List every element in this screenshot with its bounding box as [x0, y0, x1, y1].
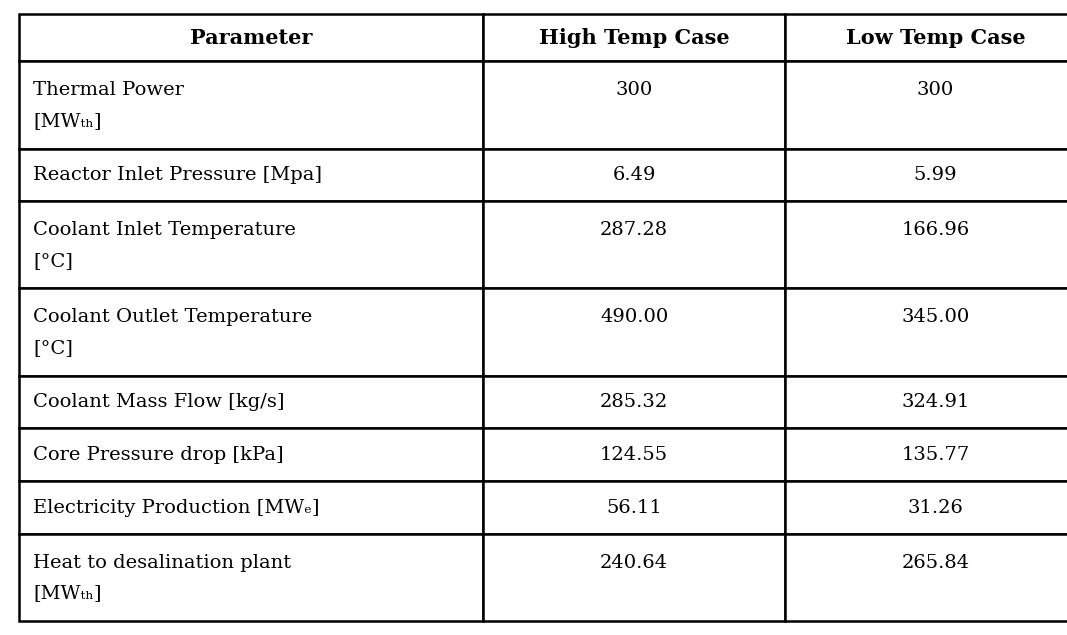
Text: [°C]: [°C]: [33, 338, 73, 357]
Text: 285.32: 285.32: [600, 393, 668, 411]
Bar: [785, 62, 1067, 149]
Bar: [19, 288, 483, 375]
Bar: [483, 288, 785, 375]
Bar: [785, 429, 1067, 481]
Text: 31.26: 31.26: [908, 498, 964, 516]
Text: 56.11: 56.11: [606, 498, 662, 516]
Text: 324.91: 324.91: [902, 393, 970, 411]
Bar: [785, 149, 1067, 201]
Text: 6.49: 6.49: [612, 166, 656, 184]
Bar: [483, 429, 785, 481]
Bar: [483, 534, 785, 621]
Bar: [483, 481, 785, 534]
Text: Thermal Power: Thermal Power: [33, 81, 184, 99]
Bar: [785, 375, 1067, 429]
Bar: [19, 429, 483, 481]
Bar: [19, 534, 483, 621]
Bar: [785, 534, 1067, 621]
Bar: [785, 288, 1067, 375]
Bar: [483, 375, 785, 429]
Text: [MWₜₕ]: [MWₜₕ]: [33, 584, 101, 602]
Bar: [19, 149, 483, 201]
Text: 240.64: 240.64: [600, 554, 668, 572]
Bar: [19, 14, 483, 62]
Text: 345.00: 345.00: [902, 308, 970, 326]
Text: [°C]: [°C]: [33, 251, 73, 270]
Text: 300: 300: [616, 81, 653, 99]
Bar: [19, 481, 483, 534]
Text: Heat to desalination plant: Heat to desalination plant: [33, 554, 291, 572]
Bar: [19, 375, 483, 429]
Bar: [483, 149, 785, 201]
Text: [MWₜₕ]: [MWₜₕ]: [33, 112, 101, 130]
Text: Reactor Inlet Pressure [Mpa]: Reactor Inlet Pressure [Mpa]: [33, 166, 322, 184]
Text: Coolant Outlet Temperature: Coolant Outlet Temperature: [33, 308, 313, 326]
Text: Coolant Mass Flow [kg/s]: Coolant Mass Flow [kg/s]: [33, 393, 285, 411]
Text: 166.96: 166.96: [902, 221, 970, 239]
Text: 5.99: 5.99: [913, 166, 957, 184]
Text: 135.77: 135.77: [902, 446, 970, 464]
Bar: [19, 62, 483, 149]
Text: Parameter: Parameter: [190, 28, 313, 48]
Text: 490.00: 490.00: [600, 308, 668, 326]
Bar: [19, 201, 483, 288]
Bar: [785, 14, 1067, 62]
Text: 287.28: 287.28: [600, 221, 668, 239]
Text: 300: 300: [917, 81, 954, 99]
Text: 124.55: 124.55: [600, 446, 668, 464]
Text: Coolant Inlet Temperature: Coolant Inlet Temperature: [33, 221, 296, 239]
Text: Electricity Production [MWₑ]: Electricity Production [MWₑ]: [33, 498, 320, 516]
Bar: [483, 201, 785, 288]
Bar: [483, 14, 785, 62]
Text: Core Pressure drop [kPa]: Core Pressure drop [kPa]: [33, 446, 284, 464]
Bar: [483, 62, 785, 149]
Text: 265.84: 265.84: [902, 554, 970, 572]
Bar: [785, 201, 1067, 288]
Text: Low Temp Case: Low Temp Case: [846, 28, 1025, 48]
Text: High Temp Case: High Temp Case: [539, 28, 730, 48]
Bar: [785, 481, 1067, 534]
